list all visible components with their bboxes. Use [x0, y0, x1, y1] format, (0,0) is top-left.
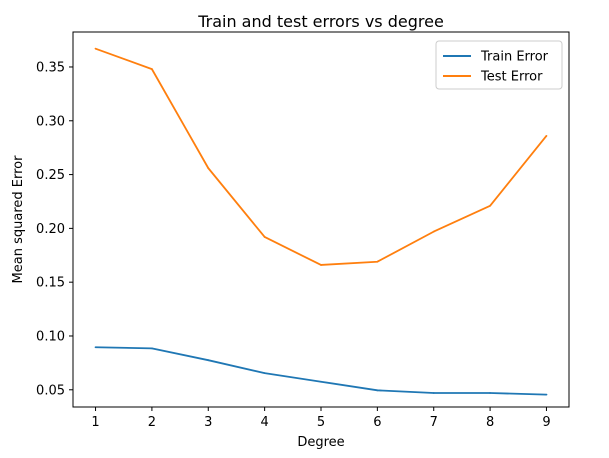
x-tick-label: 5	[317, 415, 325, 430]
legend-label-train-error: Train Error	[480, 50, 549, 65]
series-layer	[94, 47, 548, 396]
legend: Train Error Test Error	[435, 40, 563, 90]
data-point-train-error	[320, 380, 322, 383]
x-tick-label: 1	[91, 415, 99, 430]
y-tick-label: 0.30	[36, 114, 65, 129]
x-tick-label: 7	[430, 415, 438, 430]
plot-frame	[72, 31, 570, 408]
data-point-train-error	[263, 372, 266, 375]
data-point-test-error	[207, 167, 210, 170]
data-point-train-error	[432, 392, 435, 394]
chart-title: Train and test errors vs degree	[197, 12, 444, 31]
data-point-test-error	[94, 47, 97, 50]
data-point-train-error	[489, 392, 491, 394]
data-point-train-error	[207, 359, 210, 362]
data-point-train-error	[376, 389, 379, 392]
y-axis-label: Mean squared Error	[11, 155, 26, 284]
data-point-test-error	[432, 230, 435, 233]
y-tick-label: 0.20	[36, 222, 65, 237]
y-tick-label: 0.05	[36, 383, 65, 398]
ticks-layer: 1 2 3 4 5 6 7 8 9 0.05 0.10 0.15 0.20 0.25 0.30 0.35	[36, 60, 551, 430]
x-tick-label: 4	[260, 415, 268, 430]
data-point-train-error	[94, 346, 97, 349]
y-tick-label: 0.15	[36, 276, 65, 291]
data-point-train-error	[545, 393, 548, 396]
data-point-train-error	[151, 347, 153, 350]
x-tick-label: 8	[486, 415, 494, 430]
data-point-test-error	[376, 260, 379, 263]
data-point-test-error	[489, 204, 491, 207]
x-tick-label: 6	[373, 415, 381, 430]
y-tick-label: 0.35	[36, 60, 65, 75]
data-point-test-error	[263, 236, 266, 238]
x-tick-label: 3	[204, 415, 212, 430]
data-point-test-error	[545, 134, 548, 137]
plot-area-background	[73, 32, 569, 407]
legend-label-test-error: Test Error	[480, 70, 543, 85]
y-tick-label: 0.25	[36, 168, 65, 183]
data-point-test-error	[320, 264, 322, 266]
x-axis-label: Degree	[297, 435, 344, 450]
y-tick-label: 0.10	[36, 329, 65, 344]
x-tick-label: 2	[148, 415, 156, 430]
data-point-test-error	[151, 68, 153, 71]
x-tick-label: 9	[542, 415, 550, 430]
